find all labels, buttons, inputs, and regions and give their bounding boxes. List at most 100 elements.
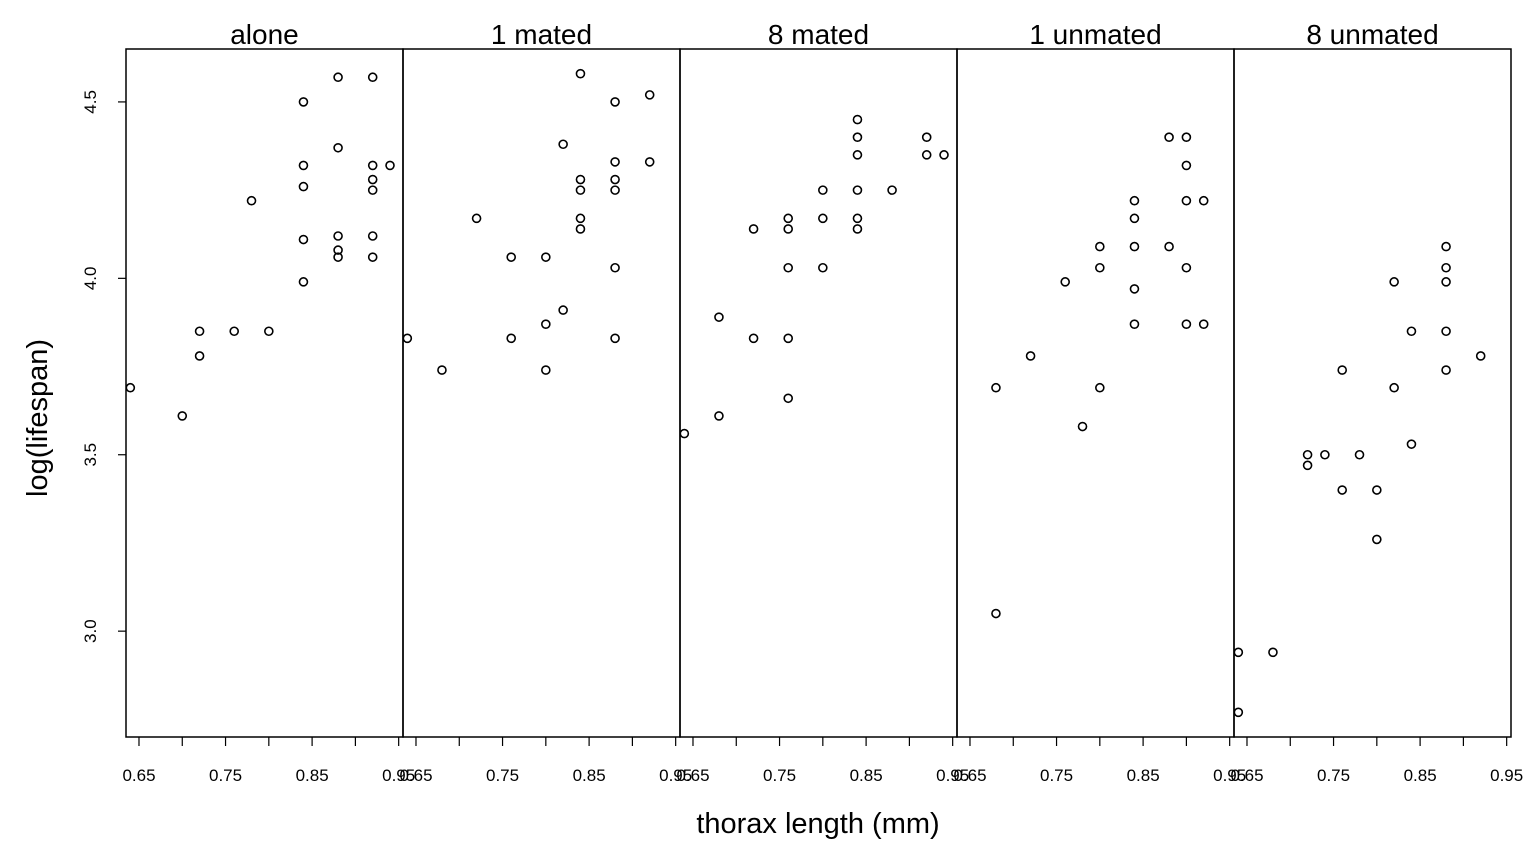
- data-point: [471, 213, 482, 224]
- data-point: [748, 333, 759, 344]
- data-point: [506, 333, 517, 344]
- x-tick-label: 0.75: [209, 766, 242, 785]
- panel-1-mated: 1 mated 0.65 0.75 0.85 0.95: [399, 19, 692, 785]
- data-point: [367, 231, 378, 241]
- data-point: [229, 326, 240, 337]
- data-point: [1389, 277, 1399, 287]
- data-point: [1129, 213, 1140, 224]
- data-point: [333, 231, 343, 241]
- panel-frame: [125, 48, 404, 738]
- data-point: [1077, 421, 1088, 432]
- panel-8-unmated: 8 unmated 0.65 0.75 0.85 0.95: [1230, 19, 1523, 785]
- y-axis-title: log(lifespan): [22, 339, 54, 497]
- data-point: [246, 195, 257, 206]
- data-point: [1337, 365, 1348, 375]
- data-point: [1164, 132, 1174, 143]
- data-point: [1181, 132, 1192, 143]
- data-point: [1302, 460, 1313, 471]
- data-point: [1181, 262, 1192, 273]
- data-point: [298, 181, 309, 192]
- panel-strip-label: 1 mated: [491, 19, 592, 50]
- data-point: [1129, 284, 1140, 294]
- data-point: [852, 185, 863, 195]
- data-point: [367, 160, 378, 171]
- panel-alone: alone 0.65 0.75 0.85 0.95: [122, 19, 415, 785]
- y-tick-label: 4.5: [81, 90, 100, 114]
- data-point: [558, 139, 568, 150]
- data-point: [1233, 647, 1244, 658]
- data-point: [1406, 439, 1417, 449]
- data-point: [818, 262, 828, 273]
- data-point: [610, 262, 620, 273]
- x-tick-label: 0.65: [1230, 766, 1263, 785]
- x-tick-label: 0.75: [486, 766, 519, 785]
- data-point: [575, 213, 586, 224]
- x-axis-title: thorax length (mm): [696, 808, 939, 840]
- data-point: [714, 312, 724, 322]
- data-point: [541, 252, 551, 262]
- data-point: [575, 224, 586, 234]
- data-point: [783, 213, 794, 224]
- x-tick-label: 0.65: [953, 766, 986, 785]
- data-point: [558, 305, 568, 315]
- panel-frame: [679, 48, 958, 738]
- data-point: [1475, 351, 1486, 361]
- data-point: [194, 351, 205, 361]
- x-tick-label: 0.85: [1127, 766, 1160, 785]
- data-point: [367, 185, 378, 195]
- data-point: [748, 224, 759, 234]
- data-point: [1372, 485, 1382, 495]
- x-tick-label: 0.75: [1040, 766, 1073, 785]
- data-point: [1164, 241, 1174, 252]
- data-point: [921, 132, 932, 143]
- data-point: [852, 150, 863, 160]
- data-point: [991, 608, 1001, 619]
- data-point: [1302, 449, 1313, 460]
- data-point: [1320, 449, 1330, 460]
- data-point: [125, 382, 136, 393]
- data-point: [1025, 351, 1036, 361]
- data-point: [991, 382, 1001, 393]
- data-point: [333, 252, 343, 262]
- panel-strip-label: 1 unmated: [1029, 19, 1161, 50]
- x-tick-label: 0.95: [1213, 766, 1246, 785]
- data-point: [783, 262, 794, 273]
- data-point: [1372, 534, 1382, 545]
- data-point: [1095, 262, 1105, 273]
- x-tick-label: 0.95: [1490, 766, 1523, 785]
- data-point: [402, 333, 413, 344]
- data-point: [1406, 326, 1417, 337]
- data-point: [333, 245, 343, 255]
- data-point: [298, 234, 309, 245]
- data-point: [783, 393, 794, 404]
- x-tick-label: 0.85: [1404, 766, 1437, 785]
- data-point: [541, 319, 551, 330]
- data-point: [1337, 485, 1348, 495]
- x-tick-label: 0.65: [676, 766, 709, 785]
- x-tick-label: 0.65: [399, 766, 432, 785]
- x-tick-label: 0.95: [382, 766, 415, 785]
- x-tick-label: 0.95: [659, 766, 692, 785]
- data-point: [1198, 319, 1209, 330]
- data-point: [1129, 241, 1140, 252]
- data-point: [610, 97, 620, 107]
- data-point: [333, 72, 343, 83]
- x-tick-label: 0.75: [763, 766, 796, 785]
- x-tick-label: 0.75: [1317, 766, 1350, 785]
- data-point: [852, 224, 863, 234]
- y-tick-label: 3.5: [81, 443, 100, 467]
- data-point: [1060, 277, 1071, 287]
- data-point: [541, 365, 551, 375]
- data-point: [1181, 195, 1192, 206]
- data-point: [1095, 382, 1105, 393]
- data-point: [921, 150, 932, 160]
- panel-1-unmated: 1 unmated 0.65 0.75 0.85 0.95: [953, 19, 1246, 785]
- y-tick-label: 3.0: [81, 619, 100, 643]
- data-point: [385, 160, 395, 171]
- data-point: [367, 252, 378, 262]
- data-point: [367, 174, 378, 185]
- data-point: [177, 411, 188, 421]
- data-point: [298, 97, 309, 107]
